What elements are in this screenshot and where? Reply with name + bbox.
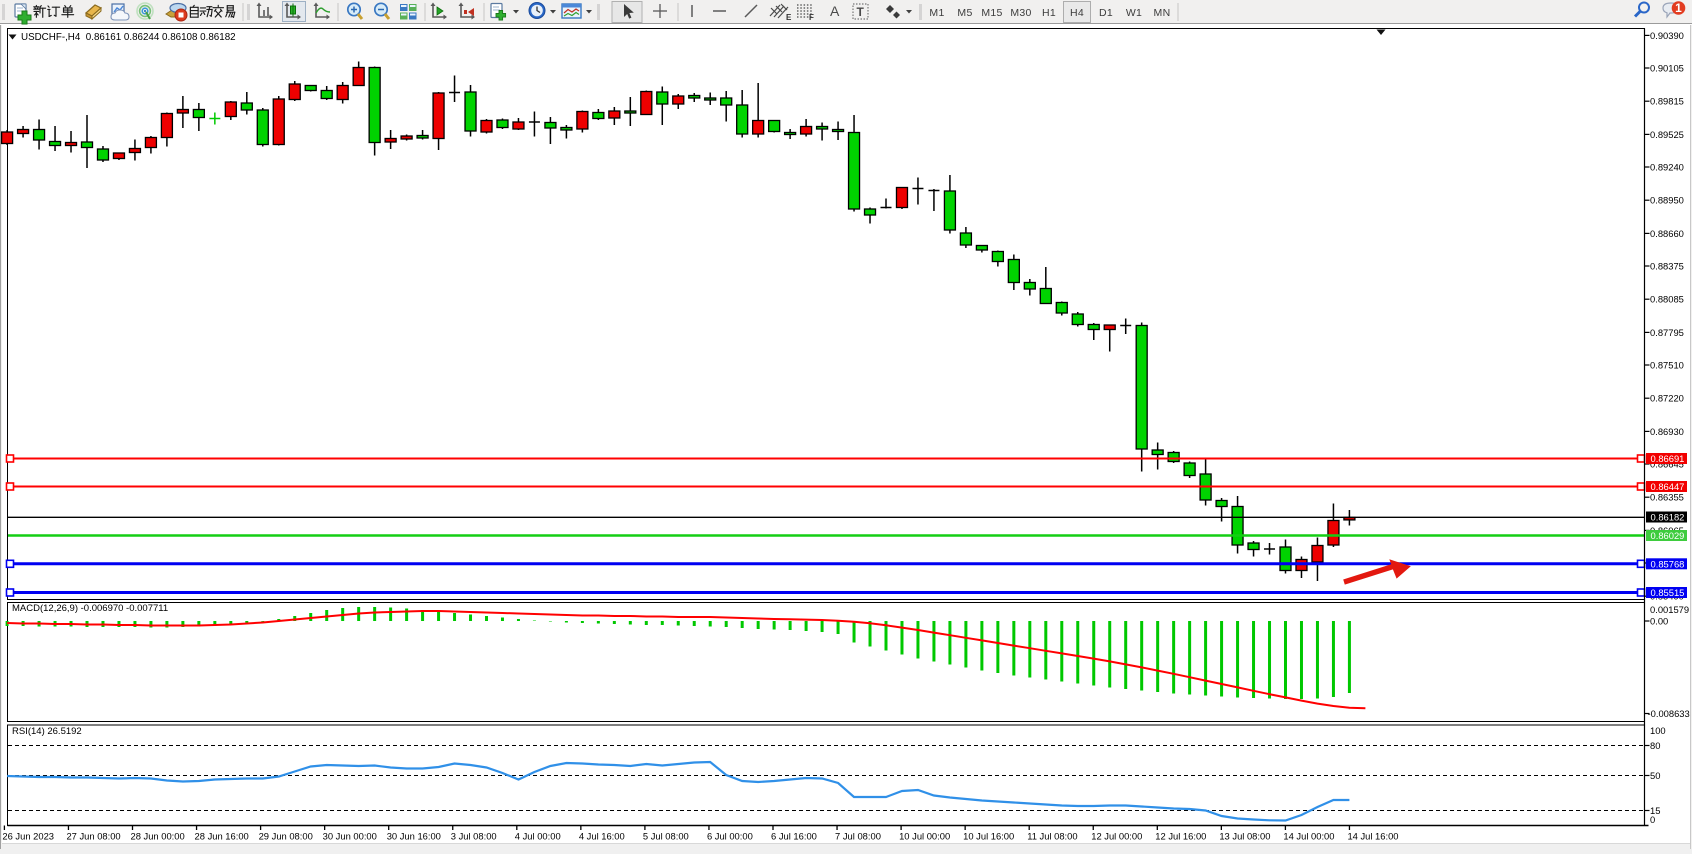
svg-text:E: E (786, 13, 792, 22)
svg-text:0.88950: 0.88950 (1650, 195, 1684, 206)
svg-text:13 Jul 08:00: 13 Jul 08:00 (1219, 831, 1270, 842)
svg-text:MN: MN (1154, 7, 1171, 19)
svg-text:80: 80 (1650, 740, 1660, 751)
svg-text:14 Jul 16:00: 14 Jul 16:00 (1347, 831, 1398, 842)
svg-text:D1: D1 (1099, 7, 1113, 19)
svg-text:30 Jun 16:00: 30 Jun 16:00 (387, 831, 441, 842)
svg-text:0.88375: 0.88375 (1650, 261, 1684, 272)
svg-text:3 Jul 08:00: 3 Jul 08:00 (451, 831, 497, 842)
svg-text:-0.008633: -0.008633 (1648, 708, 1690, 719)
svg-text:0.86182: 0.86182 (1651, 512, 1685, 523)
svg-text:W1: W1 (1126, 7, 1142, 19)
svg-text:M15: M15 (981, 7, 1002, 19)
svg-text:27 Jun 08:00: 27 Jun 08:00 (66, 831, 120, 842)
svg-text:0.85515: 0.85515 (1651, 587, 1685, 598)
svg-text:50: 50 (1650, 770, 1660, 781)
svg-text:0.89525: 0.89525 (1650, 129, 1684, 140)
svg-text:0.86691: 0.86691 (1651, 453, 1685, 464)
svg-text:M30: M30 (1010, 7, 1031, 19)
svg-text:USDCHF-,H4 0.86161 0.86244 0.: USDCHF-,H4 0.86161 0.86244 0.86108 0.861… (21, 32, 236, 43)
svg-text:29 Jun 08:00: 29 Jun 08:00 (259, 831, 313, 842)
svg-text:0.87220: 0.87220 (1650, 393, 1684, 404)
svg-text:0.001579: 0.001579 (1650, 604, 1689, 615)
svg-text:30 Jun 00:00: 30 Jun 00:00 (323, 831, 377, 842)
svg-text:12 Jul 00:00: 12 Jul 00:00 (1091, 831, 1142, 842)
svg-text:0.86029: 0.86029 (1651, 530, 1685, 541)
svg-text:0.86355: 0.86355 (1650, 492, 1684, 503)
svg-text:0.85768: 0.85768 (1651, 558, 1685, 569)
svg-text:5 Jul 08:00: 5 Jul 08:00 (643, 831, 689, 842)
svg-text:100: 100 (1650, 725, 1666, 736)
svg-text:A: A (830, 3, 840, 19)
svg-text:7 Jul 08:00: 7 Jul 08:00 (835, 831, 881, 842)
svg-text:0.86930: 0.86930 (1650, 426, 1684, 437)
svg-text:H1: H1 (1042, 7, 1056, 19)
svg-text:0.90105: 0.90105 (1650, 63, 1684, 74)
svg-text:H4: H4 (1070, 7, 1084, 19)
svg-text:12 Jul 16:00: 12 Jul 16:00 (1155, 831, 1206, 842)
svg-text:0.00: 0.00 (1650, 616, 1668, 627)
svg-text:0.87510: 0.87510 (1650, 360, 1684, 371)
svg-text:M1: M1 (929, 7, 944, 19)
svg-text:26 Jun 2023: 26 Jun 2023 (2, 831, 54, 842)
svg-text:14 Jul 00:00: 14 Jul 00:00 (1283, 831, 1334, 842)
svg-text:11 Jul 08:00: 11 Jul 08:00 (1027, 831, 1077, 842)
svg-text:0.89240: 0.89240 (1650, 162, 1684, 173)
svg-text:6 Jul 00:00: 6 Jul 00:00 (707, 831, 753, 842)
svg-text:0.88660: 0.88660 (1650, 228, 1684, 239)
svg-text:0.88085: 0.88085 (1650, 294, 1684, 305)
svg-text:4 Jul 00:00: 4 Jul 00:00 (515, 831, 561, 842)
svg-text:1: 1 (1675, 1, 1682, 15)
svg-text:0.90390: 0.90390 (1650, 30, 1684, 41)
svg-text:T: T (857, 5, 865, 19)
svg-text:F: F (809, 13, 814, 22)
svg-text:MACD(12,26,9) -0.006970 -0.007: MACD(12,26,9) -0.006970 -0.007711 (12, 603, 168, 614)
svg-text:28 Jun 00:00: 28 Jun 00:00 (131, 831, 185, 842)
svg-text:RSI(14) 26.5192: RSI(14) 26.5192 (12, 726, 82, 737)
svg-text:4 Jul 16:00: 4 Jul 16:00 (579, 831, 625, 842)
svg-text:0.89815: 0.89815 (1650, 96, 1684, 107)
svg-text:M5: M5 (957, 7, 972, 19)
svg-text:28 Jun 16:00: 28 Jun 16:00 (195, 831, 249, 842)
svg-text:0.87795: 0.87795 (1650, 327, 1684, 338)
svg-text:0.86447: 0.86447 (1651, 481, 1685, 492)
svg-text:15: 15 (1650, 805, 1660, 816)
svg-text:10 Jul 16:00: 10 Jul 16:00 (963, 831, 1014, 842)
svg-text:6 Jul 16:00: 6 Jul 16:00 (771, 831, 817, 842)
svg-text:0: 0 (1650, 814, 1655, 825)
svg-text:10 Jul 00:00: 10 Jul 00:00 (899, 831, 950, 842)
